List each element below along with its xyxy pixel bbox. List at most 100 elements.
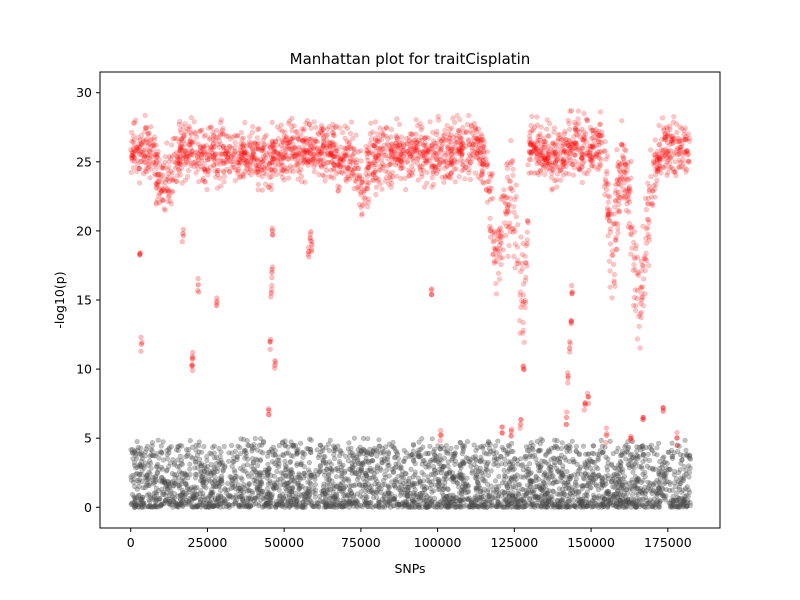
- background-point: [452, 504, 458, 510]
- significant-point: [254, 135, 260, 141]
- background-point: [210, 503, 216, 509]
- background-point: [530, 501, 537, 507]
- background-point: [674, 504, 680, 510]
- background-point: [218, 449, 224, 455]
- background-point: [530, 447, 536, 453]
- background-point: [138, 450, 144, 456]
- background-point: [604, 464, 610, 470]
- significant-point: [302, 179, 308, 185]
- background-point: [376, 437, 382, 443]
- significant-point: [497, 276, 503, 282]
- background-point: [677, 452, 684, 458]
- background-point: [183, 481, 189, 488]
- significant-point: [196, 179, 202, 185]
- background-point: [176, 485, 182, 491]
- background-point: [351, 452, 357, 458]
- background-point: [559, 486, 566, 492]
- background-point: [542, 504, 549, 510]
- background-point: [607, 495, 613, 501]
- chart-title: Manhattan plot for traitCisplatin: [290, 50, 531, 68]
- background-point: [615, 445, 621, 451]
- significant-point: [182, 121, 188, 127]
- background-point: [674, 494, 681, 500]
- background-point: [307, 436, 313, 442]
- background-point: [657, 481, 663, 488]
- background-point: [210, 444, 216, 451]
- background-point: [335, 496, 341, 502]
- background-point: [235, 443, 241, 449]
- background-point: [505, 450, 512, 456]
- significant-point: [559, 143, 566, 149]
- background-point: [219, 480, 225, 487]
- background-point: [143, 446, 149, 452]
- background-point: [269, 494, 275, 500]
- background-point: [231, 467, 237, 473]
- background-point: [494, 503, 500, 509]
- background-point: [469, 502, 475, 508]
- background-point: [500, 446, 507, 453]
- background-point: [510, 461, 516, 467]
- significant-point: [581, 129, 587, 135]
- background-point: [134, 494, 140, 501]
- background-point: [300, 499, 306, 505]
- significant-point: [188, 114, 194, 121]
- significant-point: [634, 287, 641, 294]
- background-point: [675, 470, 682, 476]
- background-point: [354, 477, 361, 483]
- background-point: [542, 483, 548, 489]
- background-point: [340, 504, 346, 510]
- background-point: [353, 503, 359, 509]
- background-point: [380, 477, 387, 484]
- significant-point: [442, 150, 448, 156]
- background-point: [435, 459, 441, 465]
- background-point: [540, 478, 546, 484]
- background-point: [643, 445, 649, 451]
- background-point: [471, 442, 477, 448]
- significant-point: [491, 232, 497, 238]
- background-point: [679, 457, 685, 463]
- background-point: [394, 479, 400, 485]
- background-point: [395, 456, 402, 462]
- background-point: [619, 466, 626, 472]
- background-point: [135, 477, 141, 484]
- background-point: [543, 474, 550, 480]
- background-point: [265, 461, 271, 467]
- background-point: [549, 504, 555, 510]
- significant-point: [249, 129, 255, 135]
- background-point: [390, 439, 396, 446]
- significant-point: [685, 131, 692, 137]
- background-point: [350, 494, 356, 500]
- background-point: [246, 504, 252, 510]
- background-point: [293, 494, 299, 500]
- background-point: [420, 478, 427, 484]
- background-point: [185, 501, 191, 507]
- background-point: [510, 493, 516, 499]
- background-point: [617, 481, 624, 487]
- background-point: [207, 499, 213, 505]
- background-point: [385, 490, 392, 496]
- background-point: [297, 475, 303, 481]
- background-point: [271, 482, 277, 488]
- background-point: [526, 461, 533, 467]
- background-point: [139, 478, 145, 485]
- background-point: [305, 446, 311, 452]
- background-point: [231, 475, 237, 481]
- background-point: [288, 474, 295, 481]
- significant-point: [172, 135, 178, 141]
- background-point: [174, 502, 180, 508]
- background-point: [297, 476, 303, 482]
- background-point: [193, 455, 199, 462]
- significant-point: [525, 218, 531, 224]
- background-point: [439, 498, 445, 504]
- background-point: [640, 451, 647, 458]
- significant-point: [663, 148, 669, 154]
- background-point: [232, 500, 239, 506]
- background-point: [271, 473, 277, 479]
- significant-point: [613, 187, 619, 194]
- background-point: [254, 462, 261, 469]
- background-point: [640, 471, 646, 477]
- background-point: [444, 498, 450, 504]
- background-point: [295, 504, 301, 510]
- background-point: [239, 476, 245, 483]
- background-point: [283, 503, 289, 509]
